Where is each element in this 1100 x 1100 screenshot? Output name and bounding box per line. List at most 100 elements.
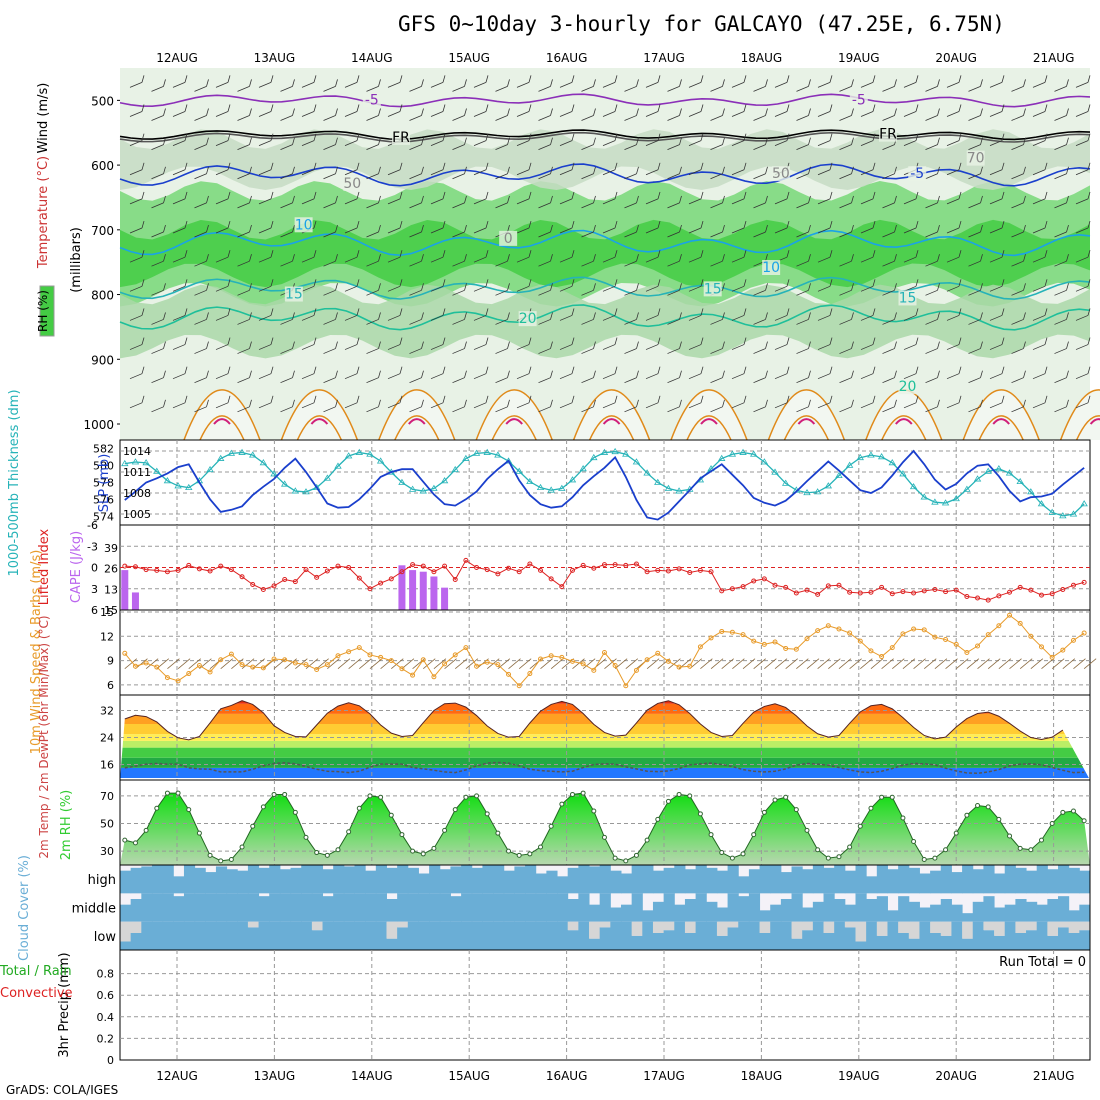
wind-barb	[280, 377, 293, 384]
wind-barb	[860, 402, 874, 409]
temp-band	[120, 747, 1090, 758]
wind-barb-flag	[550, 399, 553, 407]
cloud-cell-low	[716, 935, 729, 950]
wind-barb-flag	[851, 312, 854, 320]
rh-point	[569, 791, 575, 797]
cloud-cell-middle	[1079, 904, 1091, 922]
cloud-cell-low	[706, 921, 718, 950]
surface-wind-barb	[124, 658, 138, 670]
wind-speed-point	[900, 631, 906, 637]
thickness-point	[153, 467, 161, 474]
wind-barb	[237, 289, 250, 296]
wind-barb-flag	[915, 366, 919, 374]
surface-wind-barb	[454, 658, 468, 670]
freezing-level-contour	[119, 129, 1091, 141]
lifted-index-point	[676, 566, 682, 572]
wind-barb-flag	[593, 166, 596, 174]
wind-barb-flag	[227, 220, 231, 229]
thickness-point	[622, 450, 630, 457]
wind-barb-flag	[485, 191, 489, 200]
wind-barb	[1011, 406, 1024, 413]
cloud-cell-low	[930, 933, 942, 950]
wind-barb-flag	[485, 104, 489, 112]
wind-barb-flag	[1066, 79, 1069, 87]
wind-barb	[731, 82, 745, 88]
wind-barb	[860, 373, 874, 380]
wind-barb-flag	[507, 254, 510, 262]
wind-barb	[301, 82, 315, 88]
wind-barb	[280, 202, 293, 209]
wind-barb-flag	[765, 137, 768, 145]
wind-barb-flag	[485, 162, 489, 170]
wind-barb	[667, 289, 680, 296]
contour-label-bg	[898, 290, 917, 306]
wind-barb-flag	[851, 399, 854, 407]
wind-barb-flag	[292, 370, 295, 378]
cloud-gap	[908, 921, 920, 939]
wind-barb-flag	[937, 79, 940, 87]
li-tick: 6	[91, 604, 98, 617]
wind-barb	[860, 111, 874, 117]
cloud-cell-middle	[194, 893, 206, 922]
wind-barb-flag	[808, 341, 811, 349]
wind-barb-flag	[1001, 337, 1005, 345]
wind-barb-flag	[1044, 366, 1048, 374]
wind-barb	[925, 86, 938, 92]
wind-speed-point	[815, 628, 821, 634]
wind-barb-flag	[894, 283, 897, 291]
surface-wind-barb	[998, 658, 1012, 670]
wind-barb-flag	[442, 191, 446, 200]
rh-point	[889, 794, 895, 800]
wind-barb-flag	[980, 283, 983, 291]
wind-barb-flag	[765, 341, 768, 349]
wind-barb	[817, 169, 831, 176]
wind-barb	[710, 115, 723, 121]
wind-barb-flag	[1044, 250, 1048, 258]
surface-wind-barb	[742, 658, 756, 670]
wind-barb	[344, 169, 358, 176]
wind-barb-flag	[399, 104, 403, 112]
cloud-axis-label: Cloud Cover (%)	[17, 855, 32, 961]
wind-barb	[452, 260, 465, 267]
cloud-gap	[1026, 921, 1038, 931]
wind-barb-flag	[206, 224, 209, 233]
wind-barb	[280, 144, 293, 151]
rh-point	[132, 840, 138, 846]
wind-barb-flag	[442, 308, 446, 316]
rh-point	[900, 815, 906, 821]
thickness-point	[366, 450, 374, 457]
slp-tick: 1005	[123, 508, 151, 521]
wind-barb	[409, 377, 422, 384]
wind-barb	[495, 377, 508, 384]
rh-point	[836, 854, 842, 860]
wind-barb-flag	[851, 108, 854, 116]
lifted-index-point	[868, 589, 874, 595]
rh-point	[420, 851, 426, 857]
wind-barb	[688, 315, 702, 321]
wind-barb-flag	[872, 104, 876, 112]
cloud-cell-middle	[1047, 899, 1059, 922]
wind-barb	[366, 377, 379, 384]
thickness-point	[654, 478, 662, 485]
cloud-cell-middle	[919, 907, 931, 922]
rh-point	[1060, 809, 1066, 815]
cloud-cell-middle	[695, 893, 707, 922]
surface-wind-barb	[1073, 658, 1086, 670]
surface-wind-barb	[145, 658, 159, 670]
cape-bar	[430, 576, 438, 610]
wind-barb-flag	[141, 133, 145, 141]
cloud-cell-low	[599, 927, 611, 950]
rh-point	[367, 793, 373, 799]
wind-barb-flag	[743, 308, 747, 316]
rh-band-low	[120, 284, 1090, 359]
lifted-index-point	[314, 574, 320, 580]
wind-barb	[968, 348, 981, 354]
wind-barb-flag	[700, 337, 704, 345]
wind-barb-flag	[442, 104, 446, 112]
wind-barb	[968, 231, 981, 238]
wind-barb	[366, 173, 379, 180]
cloud-cell-high	[567, 867, 579, 894]
cloud-cell-high	[407, 867, 419, 894]
wind-barb	[688, 111, 702, 117]
wind-tick: 6	[107, 679, 114, 692]
